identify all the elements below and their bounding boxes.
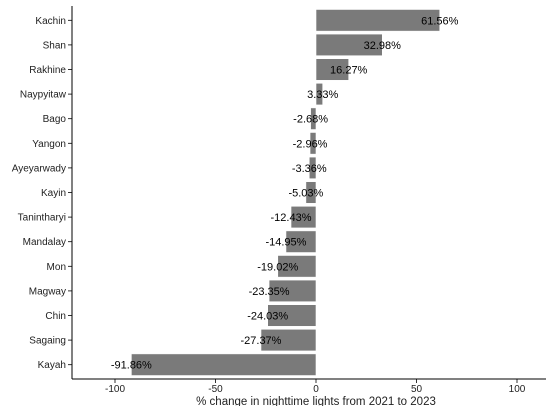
bar-mandalay xyxy=(285,230,317,253)
bar-label-kayin: -5.03% xyxy=(288,188,323,200)
bar-magway xyxy=(268,279,317,303)
bar-bago xyxy=(310,107,317,130)
bar-label-chin: -24.03% xyxy=(247,311,288,323)
bar-label-mon: -19.02% xyxy=(257,261,298,273)
bar-label-yangon: -2.96% xyxy=(293,138,328,150)
y-tick-label-magway: Magway xyxy=(29,286,66,297)
y-tick-label-kayah: Kayah xyxy=(38,360,66,371)
y-tick-label-shan: Shan xyxy=(43,40,66,51)
x-axis-title: % change in nighttime lights from 2021 t… xyxy=(196,396,436,406)
bar-naypyitaw xyxy=(315,82,323,106)
y-tick-label-kachin: Kachin xyxy=(35,16,66,27)
bar-yangon xyxy=(309,132,317,155)
bar-label-mandalay: -14.95% xyxy=(265,237,306,249)
bar-label-tanintharyi: -12.43% xyxy=(271,212,312,224)
y-tick-label-chin: Chin xyxy=(45,311,66,322)
bar-label-kachin: 61.56% xyxy=(421,15,459,27)
y-tick-label-mon: Mon xyxy=(47,262,66,273)
x-tick-label-2: 0 xyxy=(313,384,319,395)
y-tick-label-rakhine: Rakhine xyxy=(29,65,66,76)
y-tick-label-yangon: Yangon xyxy=(32,139,66,150)
bar-tanintharyi xyxy=(290,205,317,229)
x-tick-label-1: -50 xyxy=(208,384,223,395)
y-tick-label-tanintharyi: Tanintharyi xyxy=(18,213,66,224)
x-tick-label-4: 100 xyxy=(509,384,526,395)
x-tick-label-0: -100 xyxy=(105,384,125,395)
plot-area: Kachin 61.56% Shan 32.98% Rakhine 16.27% Naypy… xyxy=(12,6,546,395)
x-tick-label-3: 50 xyxy=(411,384,423,395)
bar-chin xyxy=(267,304,317,327)
bar-label-bago: -2.68% xyxy=(293,114,328,126)
bar-rakhine xyxy=(315,58,350,81)
bar-mon xyxy=(277,255,317,278)
bar-label-naypyitaw: 3.33% xyxy=(307,89,338,101)
y-tick-label-ayeyarwady: Ayeyarwady xyxy=(12,163,66,174)
bar-shan xyxy=(315,33,383,57)
bar-kachin xyxy=(315,9,441,32)
bar-label-rakhine: 16.27% xyxy=(330,65,368,77)
y-tick-label-naypyitaw: Naypyitaw xyxy=(20,90,67,101)
y-tick-label-sagaing: Sagaing xyxy=(29,336,66,347)
bar-label-magway: -23.35% xyxy=(249,286,290,298)
bar-label-ayeyarwady: -3.36% xyxy=(292,163,327,175)
y-tick-label-bago: Bago xyxy=(43,114,67,125)
bar-ayeyarwady xyxy=(308,156,317,180)
bar-label-kayah: -91.86% xyxy=(111,360,152,372)
bar-kayin xyxy=(305,181,317,204)
bar-kayah xyxy=(131,353,317,376)
bar-label-shan: 32.98% xyxy=(364,40,402,52)
y-tick-label-kayin: Kayin xyxy=(41,188,66,199)
bar-sagaing xyxy=(260,328,317,352)
bar-label-sagaing: -27.37% xyxy=(240,335,281,347)
y-tick-label-mandalay: Mandalay xyxy=(23,237,66,248)
